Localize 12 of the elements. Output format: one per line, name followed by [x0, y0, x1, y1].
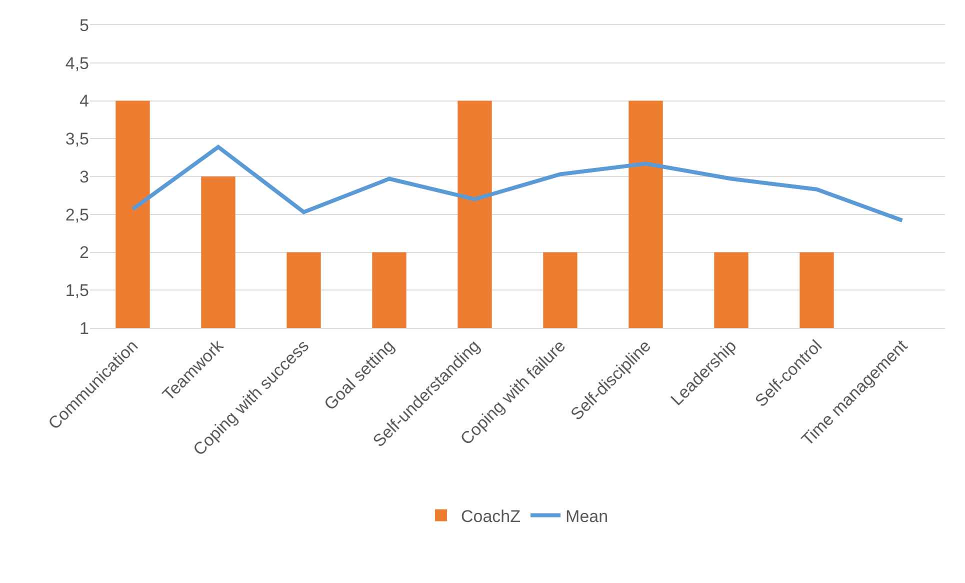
legend-label: Mean — [566, 506, 608, 526]
line-series — [130, 144, 904, 222]
y-tick-label: 3,5 — [65, 130, 89, 149]
y-tick-label: 2,5 — [65, 205, 89, 224]
legend-label: CoachZ — [461, 506, 521, 526]
y-tick-label: 1 — [80, 318, 89, 338]
y-tick-label: 5 — [80, 16, 89, 35]
y-tick-label: 2 — [80, 243, 89, 262]
y-tick-label: 4,5 — [65, 54, 89, 73]
y-tick-label: 3 — [80, 167, 89, 186]
y-tick-label: 4 — [80, 92, 89, 111]
y-tick-label: 1,5 — [65, 281, 89, 300]
